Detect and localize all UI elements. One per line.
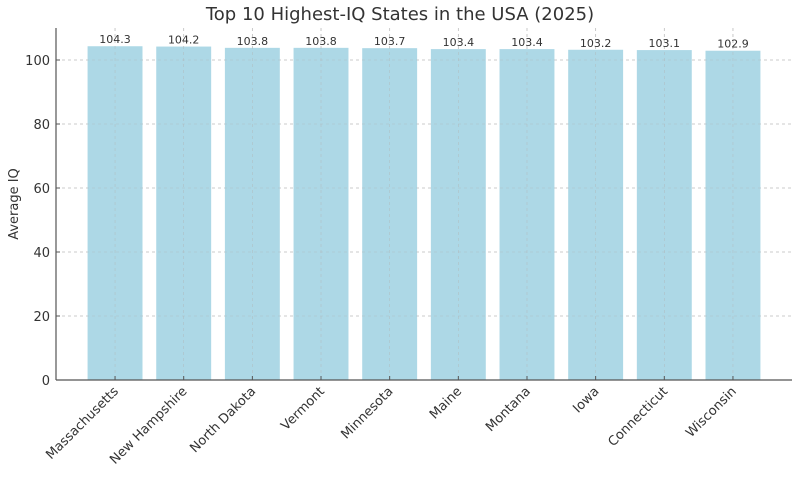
y-tick-label: 80 xyxy=(33,118,50,133)
bar-value-label: 102.9 xyxy=(717,38,749,51)
bar-value-label: 103.4 xyxy=(443,36,475,49)
bar-value-label: 103.7 xyxy=(374,35,406,48)
x-tick-label: North Dakota xyxy=(187,384,259,456)
bar-value-label: 103.4 xyxy=(511,36,543,49)
bar-value-label: 103.2 xyxy=(580,37,612,50)
x-tick-label: Massachusetts xyxy=(43,384,122,463)
y-tick-label: 100 xyxy=(25,54,50,69)
x-tick-label: Vermont xyxy=(278,384,327,433)
bar-value-label: 104.3 xyxy=(99,33,131,46)
y-tick-label: 40 xyxy=(33,246,50,261)
bar-value-label: 103.8 xyxy=(237,35,269,48)
x-tick-label: Montana xyxy=(483,384,534,435)
bar-value-label: 104.2 xyxy=(168,34,200,47)
chart-title: Top 10 Highest-IQ States in the USA (202… xyxy=(205,4,595,25)
bar-value-label: 103.1 xyxy=(649,37,681,50)
x-tick-label: Connecticut xyxy=(605,384,671,450)
x-tick-label: Iowa xyxy=(570,384,602,416)
x-tick-label: Maine xyxy=(427,384,465,422)
y-tick-label: 0 xyxy=(42,374,50,389)
y-tick-label: 20 xyxy=(33,310,50,325)
x-tick-label: Wisconsin xyxy=(683,384,740,441)
bar-value-label: 103.8 xyxy=(305,35,337,48)
x-tick-label: Minnesota xyxy=(338,384,396,442)
y-axis-label: Average IQ xyxy=(7,168,22,240)
y-tick-label: 60 xyxy=(33,182,50,197)
